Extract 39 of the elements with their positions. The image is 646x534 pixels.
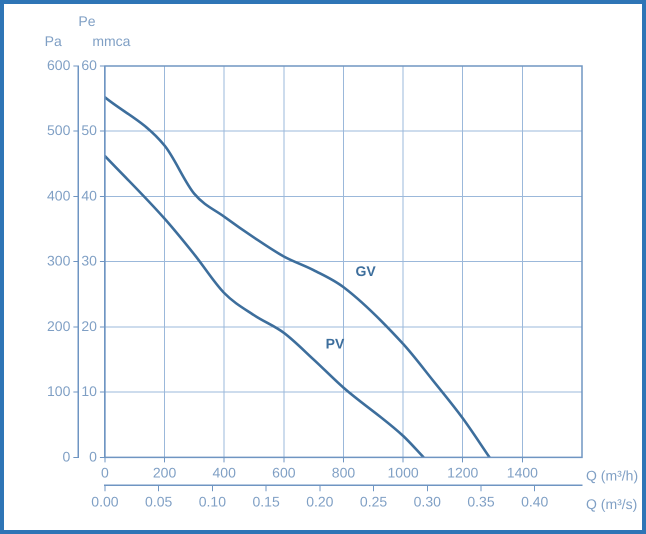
- y-tick-label: 400: [47, 187, 71, 204]
- x-tick-label: 200: [152, 464, 176, 481]
- y2-tick-label: 40: [81, 187, 98, 204]
- y2-tick-label: 20: [81, 318, 98, 334]
- x-tick-label: 1400: [506, 464, 538, 481]
- line-series: [104, 96, 491, 458]
- y-tick-label: 300: [47, 252, 71, 269]
- x2-tick-label: 0.25: [360, 493, 388, 510]
- y2-tick-label: 10: [81, 383, 98, 400]
- y2-axis-title: Pe mmca: [78, 13, 131, 49]
- y-tick-label: 100: [47, 383, 71, 400]
- y2-tick-label: 30: [81, 252, 98, 269]
- x-axis-title: Q (m³/h): [586, 467, 638, 484]
- x-tick-label: 400: [212, 464, 236, 481]
- x2-tick-label: 0.30: [414, 493, 442, 510]
- line-series: [104, 154, 425, 458]
- x2-tick-label: 0.20: [306, 493, 334, 510]
- y-tick-label: 600: [47, 56, 71, 73]
- series-label: PV: [326, 335, 345, 352]
- x-tick-label: 800: [332, 464, 356, 481]
- x2-tick-label: 0.35: [467, 493, 495, 510]
- x2-tick-label: 0.10: [198, 493, 226, 510]
- y2-tick-label: 0: [89, 448, 98, 464]
- x-tick-label: 1000: [388, 464, 419, 481]
- y2-tick-label: 50: [81, 122, 98, 138]
- x-tick-label: 600: [272, 464, 296, 481]
- y-tick-label: 500: [47, 122, 71, 138]
- y-tick-label: 200: [47, 318, 71, 334]
- x-tick-label: 0: [101, 464, 110, 481]
- x2-axis-title: Q (m³/s): [586, 496, 638, 512]
- x2-tick-label: 0.15: [252, 493, 280, 510]
- x2-tick-label: 0.05: [145, 493, 172, 510]
- x2-tick-label: 0.40: [521, 493, 549, 510]
- x-tick-label: 1200: [447, 464, 479, 481]
- y-tick-label: 0: [62, 448, 71, 464]
- x2-tick-label: 0.00: [91, 493, 119, 510]
- y-axis-title: Pa: [44, 33, 62, 49]
- series-label: GV: [355, 263, 376, 279]
- y2-tick-label: 60: [81, 56, 98, 73]
